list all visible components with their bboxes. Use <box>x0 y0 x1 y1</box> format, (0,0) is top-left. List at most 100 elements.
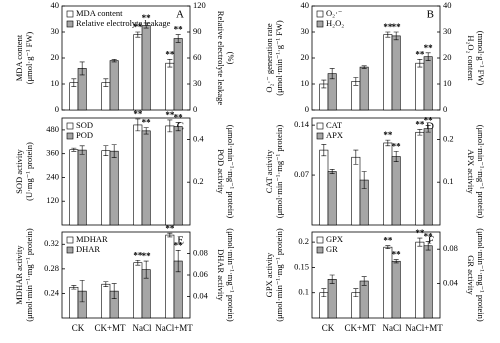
significance: ** <box>415 119 425 129</box>
y2-tick-label: 0.04 <box>443 278 459 288</box>
bar <box>423 56 433 111</box>
bar <box>391 260 401 319</box>
y2-axis-title: (μmol·min⁻¹·mg⁻¹ protein) <box>226 125 236 219</box>
error-bar <box>111 283 117 299</box>
significance: ** <box>424 232 434 242</box>
significance: ** <box>415 228 425 238</box>
legend-label: CAT <box>326 120 343 130</box>
error-bar <box>79 61 85 76</box>
legend-swatch <box>66 20 74 28</box>
bar <box>415 62 425 111</box>
y2-axis-title: (μmol·min⁻¹·mg⁻¹ protein) <box>476 125 486 219</box>
x-tick-label: NaCl+MT <box>155 323 193 333</box>
legend-swatch <box>316 236 324 244</box>
y-tick-label: 0 <box>55 104 59 114</box>
bar <box>415 131 425 226</box>
error-bar <box>393 31 399 41</box>
y2-tick-label: 0.08 <box>193 247 208 257</box>
y2-tick-label: 0 <box>193 104 197 114</box>
bar <box>133 34 143 111</box>
significance: ** <box>383 22 393 32</box>
legend-swatch <box>66 122 74 130</box>
y-axis-title: O₂·⁻ generation rate <box>264 23 274 93</box>
x-tick-label: CK <box>72 323 85 333</box>
y-tick-label: 480 <box>46 124 59 134</box>
y-tick-label: 20 <box>51 52 60 62</box>
legend-swatch <box>66 246 74 254</box>
error-bar <box>103 145 109 156</box>
bar <box>327 171 337 226</box>
error-bar <box>329 169 335 174</box>
significance: ** <box>383 236 393 246</box>
significance: ** <box>424 43 434 53</box>
error-bar <box>143 127 149 135</box>
x-tick-label: NaCl <box>383 323 402 333</box>
error-bar <box>353 77 359 86</box>
panel-label: B <box>427 9 434 21</box>
bar <box>133 124 143 226</box>
y2-axis-title: Relative electrolyte leakage <box>216 11 226 106</box>
legend-swatch <box>316 246 324 254</box>
bar <box>141 25 151 111</box>
error-bar <box>329 68 335 80</box>
legend-label: Relative electrolyte leakage <box>76 18 171 28</box>
y2-axis-title: APX activity <box>466 149 476 194</box>
error-bar <box>71 285 77 290</box>
y-tick-label: 0.28 <box>44 263 59 273</box>
panel-label: E <box>177 235 184 247</box>
x-tick-label: CK <box>322 323 335 333</box>
y-tick-label: 240 <box>46 171 59 181</box>
error-bar <box>135 259 141 266</box>
bar <box>423 245 433 319</box>
significance: ** <box>415 49 425 59</box>
plot-frame <box>61 117 191 226</box>
legend-label: GR <box>326 244 338 254</box>
y-axis-title: SOD activity <box>14 148 24 193</box>
error-bar <box>361 65 367 69</box>
bar <box>351 81 361 111</box>
bar <box>165 125 175 226</box>
significance: ** <box>392 141 402 151</box>
y-tick-label: 0.2 <box>298 236 309 246</box>
bar <box>173 38 183 111</box>
legend-swatch <box>316 132 324 140</box>
error-bar <box>417 237 423 247</box>
bar <box>133 262 143 319</box>
plot-frame <box>311 117 441 226</box>
y-tick-label: 30 <box>301 26 310 36</box>
y-tick-label: 0.32 <box>44 238 59 248</box>
significance: ** <box>165 110 175 120</box>
bar <box>415 241 425 319</box>
y2-tick-label: 0.4 <box>193 133 204 143</box>
y-tick-label: 10 <box>51 78 60 88</box>
error-bar <box>425 124 431 133</box>
significance: ** <box>383 130 393 140</box>
error-bar <box>321 79 327 89</box>
y-tick-label: 20 <box>301 52 310 62</box>
error-bar <box>167 232 173 238</box>
bar <box>69 149 79 226</box>
significance: ** <box>142 118 152 128</box>
x-tick-label: CK+MT <box>344 323 376 333</box>
significance: ** <box>133 109 143 119</box>
error-bar <box>385 139 391 147</box>
significance: ** <box>133 250 143 260</box>
y-tick-label: 0.1 <box>298 287 309 297</box>
error-bar <box>175 249 181 273</box>
error-bar <box>79 280 85 303</box>
error-bar <box>167 59 173 68</box>
legend-label: MDA content <box>76 8 123 18</box>
y2-tick-label: 120 <box>193 0 206 10</box>
y2-tick-label: 30 <box>193 78 202 88</box>
y2-axis-title: DHAR activity <box>216 249 226 301</box>
legend-swatch <box>66 236 74 244</box>
significance: ** <box>424 115 434 125</box>
error-bar <box>175 34 181 43</box>
y-tick-label: 0.07 <box>294 169 309 179</box>
panel-label: F <box>428 235 434 247</box>
bar <box>351 156 361 226</box>
error-bar <box>361 276 367 286</box>
y-axis-title: (μmol·min⁻¹·mg⁻¹ protein) <box>274 125 284 219</box>
panel-label: A <box>176 9 184 21</box>
error-bar <box>175 121 181 132</box>
